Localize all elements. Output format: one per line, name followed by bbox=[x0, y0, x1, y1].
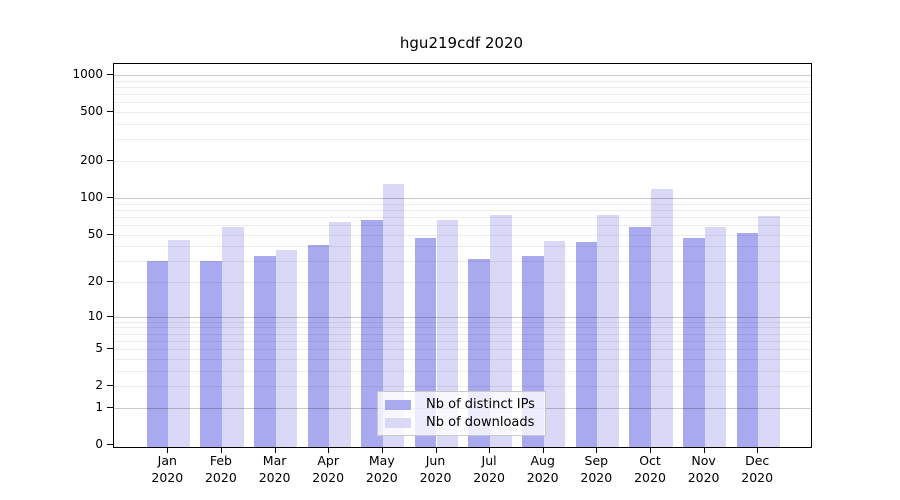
y-axis-tick-1 bbox=[107, 406, 113, 408]
x-axis-tick-jul bbox=[489, 448, 491, 453]
y-axis-label-0: 0 bbox=[95, 437, 103, 451]
x-axis-tick-mar bbox=[274, 448, 276, 453]
y-axis-tick-50 bbox=[107, 233, 113, 235]
chart-title: hgu219cdf 2020 bbox=[399, 34, 524, 52]
bar-downloads-sep bbox=[597, 215, 619, 447]
bar-downloads-may bbox=[382, 183, 405, 447]
x-axis-tick-may bbox=[381, 448, 383, 453]
bar-downloads-jul bbox=[490, 215, 512, 447]
bar-distinct-ips-sep bbox=[575, 242, 598, 447]
y-axis-tick-200 bbox=[107, 160, 113, 161]
y-axis-label-1: 1 bbox=[95, 399, 103, 414]
bar-distinct-ips-jan bbox=[146, 261, 169, 447]
y-axis-tick-20 bbox=[107, 281, 113, 282]
y-axis-label-50: 50 bbox=[87, 226, 103, 241]
y-axis-tick-1000 bbox=[107, 74, 113, 75]
bar-distinct-ips-nov bbox=[682, 237, 705, 447]
x-axis-label-feb: Feb 2020 bbox=[204, 453, 237, 485]
x-axis-tick-dec bbox=[757, 448, 759, 453]
x-axis-label-sep: Sep 2020 bbox=[580, 453, 613, 485]
bar-distinct-ips-apr bbox=[307, 244, 330, 447]
distinct-ips-swatch-icon bbox=[385, 399, 411, 410]
x-axis-tick-feb bbox=[220, 448, 222, 453]
bar-distinct-ips-mar bbox=[253, 256, 276, 447]
x-axis-tick-aug bbox=[542, 448, 544, 453]
legend-label-distinct-ips: Nb of distinct IPs bbox=[426, 397, 535, 412]
bar-distinct-ips-dec bbox=[736, 233, 759, 447]
y-axis-tick-2 bbox=[107, 385, 113, 387]
downloads-swatch-icon bbox=[385, 417, 411, 428]
y-axis-label-200: 200 bbox=[80, 153, 103, 167]
x-axis-label-oct: Oct 2020 bbox=[634, 453, 666, 485]
x-axis-label-aug: Aug 2020 bbox=[526, 453, 559, 485]
legend-item-downloads: Nb of downloads bbox=[385, 416, 545, 430]
x-axis-label-jun: Jun 2020 bbox=[419, 453, 452, 485]
bar-distinct-ips-oct bbox=[629, 226, 651, 447]
bar-downloads-feb bbox=[221, 226, 244, 447]
y-axis-label-10: 10 bbox=[87, 308, 103, 323]
y-axis-tick-0 bbox=[107, 444, 113, 445]
x-axis-label-may: May 2020 bbox=[365, 453, 398, 485]
y-axis-label-20: 20 bbox=[87, 274, 103, 288]
legend-label-downloads: Nb of downloads bbox=[426, 415, 535, 430]
bar-downloads-nov bbox=[704, 226, 727, 447]
bar-distinct-ips-feb bbox=[200, 261, 222, 447]
y-axis-label-5: 5 bbox=[95, 341, 103, 356]
y-axis-tick-5 bbox=[107, 348, 113, 350]
y-axis-label-500: 500 bbox=[80, 104, 103, 119]
bar-downloads-aug bbox=[543, 241, 566, 447]
y-axis-tick-500 bbox=[107, 111, 113, 113]
x-axis-label-dec: Dec 2020 bbox=[741, 453, 774, 485]
legend-item-distinct-ips: Nb of distinct IPs bbox=[385, 398, 545, 412]
x-axis-label-jul: Jul 2020 bbox=[473, 453, 505, 485]
bar-downloads-jan bbox=[168, 240, 190, 447]
x-axis-tick-sep bbox=[596, 448, 598, 453]
bar-downloads-jun bbox=[436, 219, 459, 447]
bar-downloads-dec bbox=[758, 216, 780, 447]
x-axis-label-mar: Mar 2020 bbox=[258, 453, 291, 485]
bar-distinct-ips-may bbox=[361, 219, 383, 447]
y-axis-tick-100 bbox=[107, 196, 113, 198]
y-axis-label-1000: 1000 bbox=[72, 67, 103, 81]
bar-downloads-oct bbox=[651, 188, 673, 447]
x-axis-tick-jun bbox=[435, 448, 437, 453]
x-axis-tick-apr bbox=[328, 448, 330, 453]
y-axis-tick-10 bbox=[107, 315, 113, 317]
y-axis-label-2: 2 bbox=[95, 378, 103, 393]
bar-downloads-mar bbox=[275, 250, 298, 447]
x-axis-label-nov: Nov 2020 bbox=[687, 453, 720, 485]
bars-layer bbox=[114, 64, 811, 447]
bar-downloads-apr bbox=[329, 221, 351, 447]
legend: Nb of distinct IPs Nb of downloads bbox=[377, 391, 546, 436]
x-axis-tick-oct bbox=[650, 448, 651, 453]
x-axis-label-apr: Apr 2020 bbox=[312, 453, 345, 485]
x-axis-tick-jan bbox=[167, 448, 169, 453]
x-axis-label-jan: Jan 2020 bbox=[151, 453, 184, 485]
y-axis-label-100: 100 bbox=[80, 189, 103, 204]
x-axis-tick-nov bbox=[703, 448, 705, 453]
